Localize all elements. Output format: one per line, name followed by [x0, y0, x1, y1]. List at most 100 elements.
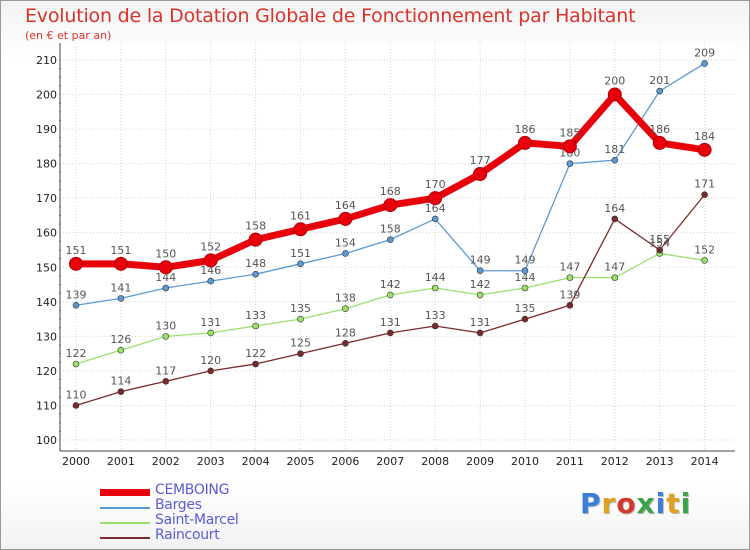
data-label-cemboing: 200 — [604, 75, 625, 88]
x-tick-label: 2007 — [376, 455, 404, 468]
legend-label-barges: Barges — [155, 497, 202, 513]
data-label-raincourt: 131 — [470, 316, 491, 329]
data-label-saint-marcel: 138 — [335, 292, 356, 305]
data-label-raincourt: 128 — [335, 326, 356, 339]
x-tick-label: 2004 — [242, 455, 270, 468]
data-label-cemboing: 151 — [66, 244, 87, 257]
legend-swatch-saint-marcel — [100, 522, 150, 524]
legend-label-saint-marcel: Saint-Marcel — [155, 512, 239, 528]
chart-subtitle: (en € et par an) — [25, 29, 112, 42]
data-point-cemboing — [518, 135, 532, 150]
x-tick-label: 2000 — [62, 455, 90, 468]
data-label-barges: 148 — [245, 257, 266, 270]
legend-swatch-raincourt — [100, 537, 150, 539]
data-point-cemboing — [607, 87, 622, 102]
data-point-cemboing — [697, 142, 712, 157]
data-point-raincourt — [297, 350, 304, 357]
data-label-raincourt: 125 — [290, 337, 311, 350]
data-point-raincourt — [386, 329, 394, 337]
data-label-cemboing: 184 — [694, 130, 715, 143]
data-label-barges: 149 — [470, 254, 491, 267]
data-point-barges — [162, 284, 170, 292]
data-label-cemboing: 164 — [335, 199, 356, 212]
data-point-saint-marcel — [431, 284, 439, 292]
data-point-saint-marcel — [252, 322, 259, 330]
x-tick-label: 2012 — [601, 455, 629, 468]
data-point-raincourt — [656, 246, 664, 254]
data-point-barges — [566, 160, 574, 167]
data-point-saint-marcel — [521, 284, 529, 292]
data-point-cemboing — [652, 135, 667, 150]
x-tick-label: 2011 — [556, 455, 584, 468]
data-label-raincourt: 139 — [559, 288, 580, 301]
data-label-cemboing: 186 — [515, 123, 536, 136]
y-tick-label: 110 — [36, 399, 57, 412]
data-point-raincourt — [476, 329, 484, 337]
line-chart: 100 110 120 130 140 150 160 170 180 190 200 210 2000… — [36, 43, 735, 468]
data-label-raincourt: 133 — [425, 309, 446, 322]
data-label-barges: 151 — [290, 247, 311, 260]
data-label-raincourt: 155 — [649, 233, 670, 246]
data-point-cemboing — [158, 260, 173, 275]
data-label-cemboing: 150 — [155, 247, 176, 260]
data-point-barges — [521, 267, 529, 275]
data-point-cemboing — [383, 198, 398, 213]
data-point-saint-marcel — [386, 291, 394, 299]
data-point-barges — [701, 60, 708, 67]
data-label-raincourt: 120 — [200, 354, 221, 367]
data-point-saint-marcel — [342, 305, 349, 313]
data-label-barges: 181 — [604, 143, 625, 156]
y-tick-label: 160 — [36, 227, 57, 240]
x-tick-label: 2001 — [107, 455, 135, 468]
data-label-saint-marcel: 147 — [559, 261, 580, 274]
data-point-raincourt — [342, 339, 349, 347]
data-point-barges — [476, 267, 484, 275]
data-point-saint-marcel — [72, 360, 80, 368]
chart-title: Evolution de la Dotation Globale de Fonc… — [25, 5, 636, 27]
data-point-raincourt — [701, 191, 708, 199]
data-label-raincourt: 114 — [110, 375, 131, 388]
x-tick-label: 2008 — [421, 455, 449, 468]
data-label-saint-marcel: 135 — [290, 302, 311, 315]
data-point-saint-marcel — [207, 329, 214, 337]
data-label-barges: 141 — [110, 281, 131, 294]
data-label-cemboing: 186 — [649, 123, 670, 136]
data-label-raincourt: 117 — [155, 364, 176, 377]
data-label-saint-marcel: 144 — [515, 271, 536, 284]
data-label-saint-marcel: 142 — [380, 278, 401, 291]
proxiti-logo: Proxiti — [580, 487, 692, 520]
data-label-saint-marcel: 133 — [245, 309, 266, 322]
data-label-saint-marcel: 122 — [66, 347, 87, 360]
legend-label-cemboing: CEMBOING — [155, 482, 230, 498]
data-point-raincourt — [611, 215, 619, 223]
y-tick-label: 140 — [36, 296, 57, 309]
data-label-barges: 158 — [380, 223, 401, 236]
data-label-saint-marcel: 142 — [470, 278, 491, 291]
data-point-cemboing — [562, 139, 577, 154]
data-point-barges — [656, 87, 664, 95]
data-point-barges — [252, 270, 259, 278]
x-tick-label: 2005 — [287, 455, 315, 468]
x-tick-label: 2009 — [466, 455, 494, 468]
data-point-saint-marcel — [476, 291, 484, 299]
data-label-cemboing: 161 — [290, 209, 311, 222]
y-tick-label: 190 — [36, 123, 57, 136]
y-tick-label: 100 — [36, 434, 57, 447]
data-point-cemboing — [473, 167, 488, 181]
data-label-cemboing: 170 — [425, 178, 446, 191]
data-point-barges — [72, 301, 80, 309]
data-point-raincourt — [162, 377, 170, 385]
data-point-raincourt — [566, 301, 574, 309]
x-tick-label: 2002 — [152, 455, 180, 468]
data-point-cemboing — [203, 253, 218, 268]
data-label-raincourt: 135 — [515, 302, 536, 315]
data-label-cemboing: 177 — [470, 154, 491, 167]
data-point-saint-marcel — [611, 274, 619, 281]
data-point-raincourt — [117, 388, 125, 395]
legend-swatch-cemboing — [100, 489, 150, 496]
x-tick-label: 2010 — [511, 455, 539, 468]
data-point-barges — [386, 236, 394, 243]
data-label-raincourt: 110 — [66, 388, 87, 401]
data-label-cemboing: 152 — [200, 240, 221, 253]
data-label-barges: 154 — [335, 236, 356, 249]
